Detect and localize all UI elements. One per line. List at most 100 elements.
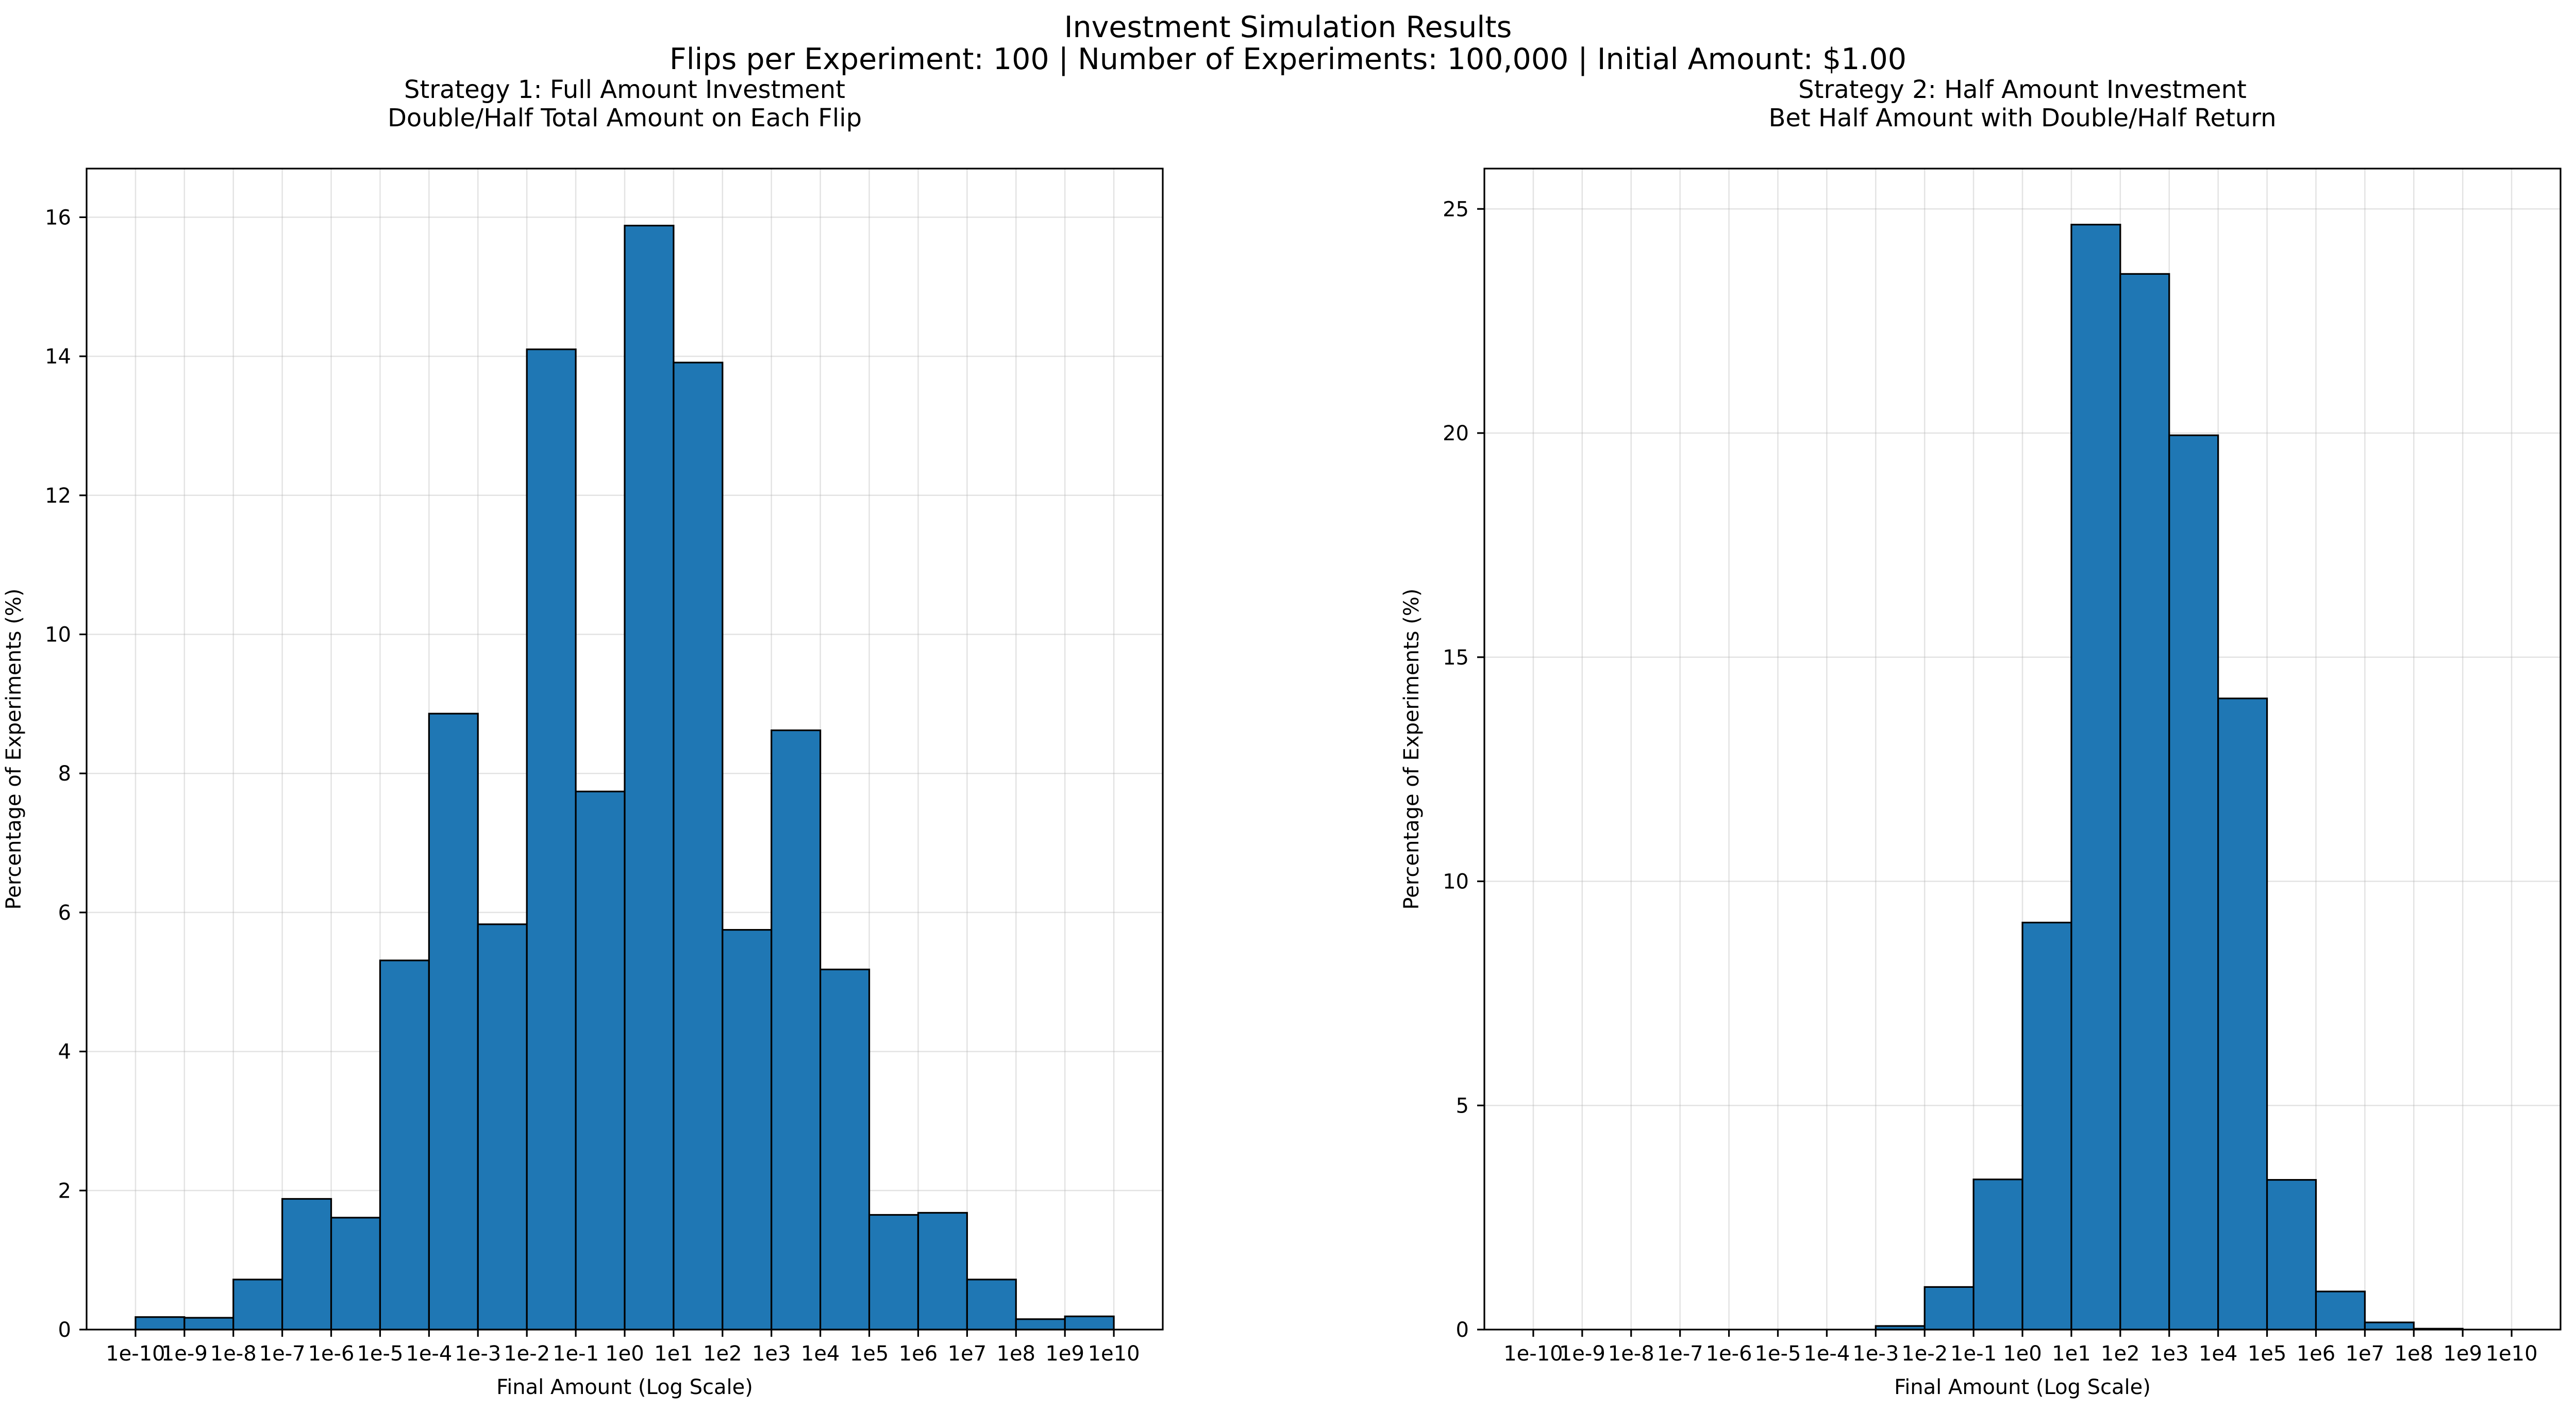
histogram-bar (2119, 273, 2170, 1331)
histogram-bar (1923, 1286, 1975, 1331)
histogram-bar (1015, 1318, 1066, 1331)
bars (1875, 224, 2464, 1331)
histogram-bar (771, 729, 822, 1331)
histogram-bar (819, 968, 871, 1331)
x-tick-label: 1e-2 (1901, 1342, 1948, 1366)
histogram-bar (917, 1212, 968, 1331)
histogram-bar (1972, 1179, 2023, 1331)
x-tick-label: 1e3 (2150, 1342, 2189, 1366)
histogram-bar (624, 224, 675, 1331)
x-tick-label: 1e6 (2297, 1342, 2336, 1366)
x-tick-label: 1e5 (850, 1342, 889, 1366)
y-tick-label: 20 (1443, 422, 1469, 445)
histogram-bar (330, 1217, 381, 1331)
histogram-bar (868, 1214, 919, 1331)
figure-subtitle: Flips per Experiment: 100 | Number of Ex… (669, 42, 1907, 76)
figure-title: Investment Simulation Results (1064, 10, 1512, 44)
x-tick-label: 1e7 (948, 1342, 987, 1366)
histogram-bar (575, 790, 626, 1331)
x-tick-label: 1e2 (703, 1342, 742, 1366)
x-axis-label: Final Amount (Log Scale) (1894, 1375, 2151, 1399)
x-tick-label: 1e-1 (1950, 1342, 1997, 1366)
x-tick-label: 1e7 (2346, 1342, 2385, 1366)
x-tick-label: 1e-7 (259, 1342, 306, 1366)
chart-subtitle: Double/Half Total Amount on Each Flip (388, 104, 862, 132)
x-tick-label: 1e4 (801, 1342, 840, 1366)
y-tick-label: 2 (58, 1179, 71, 1203)
y-tick-label: 25 (1443, 197, 1469, 221)
histogram-bar (232, 1279, 283, 1331)
y-tick-label: 10 (45, 623, 71, 646)
y-axis-ticks: 0 5 10 15 20 25 (1443, 197, 1484, 1342)
histogram-bar (477, 923, 528, 1331)
x-tick-label: 1e9 (1045, 1342, 1084, 1366)
y-tick-label: 5 (1456, 1094, 1469, 1118)
histogram-bar (183, 1317, 235, 1331)
histogram-bar (673, 361, 724, 1331)
x-tick-label: 1e-10 (1503, 1342, 1563, 1366)
x-tick-label: 1e-5 (1754, 1342, 1801, 1366)
y-tick-label: 14 (45, 345, 71, 369)
x-tick-label: 1e-7 (1657, 1342, 1703, 1366)
y-tick-label: 12 (45, 484, 71, 508)
histogram-bar (2021, 921, 2072, 1331)
x-tick-label: 1e-10 (106, 1342, 165, 1366)
x-tick-label: 1e-8 (210, 1342, 257, 1366)
x-tick-label: 1e-3 (455, 1342, 501, 1366)
x-tick-label: 1e4 (2199, 1342, 2238, 1366)
y-tick-label: 10 (1443, 870, 1469, 894)
y-tick-label: 0 (58, 1318, 71, 1342)
histogram-bar (281, 1198, 332, 1331)
y-tick-label: 15 (1443, 646, 1469, 670)
y-tick-label: 0 (1456, 1318, 1469, 1342)
x-tick-label: 1e1 (2052, 1342, 2091, 1366)
x-tick-label: 1e-3 (1852, 1342, 1899, 1366)
x-tick-label: 1e0 (2003, 1342, 2042, 1366)
x-tick-label: 1e-6 (308, 1342, 355, 1366)
x-tick-label: 1e10 (1088, 1342, 1140, 1366)
y-tick-label: 4 (58, 1040, 71, 1064)
x-tick-label: 1e3 (752, 1342, 791, 1366)
histogram-bar (966, 1279, 1017, 1331)
histogram-bar (2315, 1290, 2366, 1331)
histogram-bar (2070, 224, 2121, 1331)
x-tick-label: 1e5 (2248, 1342, 2287, 1366)
histogram-bar (722, 929, 773, 1331)
x-tick-label: 1e-6 (1706, 1342, 1752, 1366)
x-tick-label: 1e-4 (406, 1342, 452, 1366)
y-axis-label: Percentage of Experiments (%) (2, 589, 26, 910)
chart-title: Strategy 1: Full Amount Investment (404, 75, 845, 104)
x-tick-label: 1e-8 (1608, 1342, 1654, 1366)
x-tick-label: 1e-4 (1803, 1342, 1850, 1366)
y-axis-ticks: 0 2 4 6 8 10 12 14 16 (45, 206, 87, 1342)
x-tick-label: 1e8 (2395, 1342, 2434, 1366)
x-tick-label: 1e-1 (553, 1342, 599, 1366)
histogram-bar (379, 959, 430, 1331)
y-tick-label: 6 (58, 901, 71, 925)
x-tick-label: 1e10 (2486, 1342, 2538, 1366)
y-tick-label: 16 (45, 206, 71, 229)
y-axis-label: Percentage of Experiments (%) (1400, 589, 1424, 910)
histogram-bar (1064, 1315, 1115, 1331)
bars (135, 224, 1115, 1331)
x-tick-label: 1e-2 (504, 1342, 550, 1366)
x-tick-label: 1e8 (997, 1342, 1036, 1366)
histogram-bar (428, 712, 479, 1331)
x-tick-label: 1e-5 (357, 1342, 403, 1366)
y-tick-label: 8 (58, 762, 71, 786)
x-tick-label: 1e6 (899, 1342, 938, 1366)
histogram-bar (135, 1316, 186, 1331)
x-axis-label: Final Amount (Log Scale) (496, 1375, 753, 1399)
chart-title: Strategy 2: Half Amount Investment (1798, 75, 2247, 104)
histogram-bar (526, 349, 577, 1331)
x-tick-label: 1e9 (2443, 1342, 2482, 1366)
histogram-bar (2266, 1179, 2317, 1331)
x-tick-label: 1e0 (605, 1342, 644, 1366)
x-tick-label: 1e-9 (1559, 1342, 1605, 1366)
x-tick-label: 1e2 (2101, 1342, 2140, 1366)
